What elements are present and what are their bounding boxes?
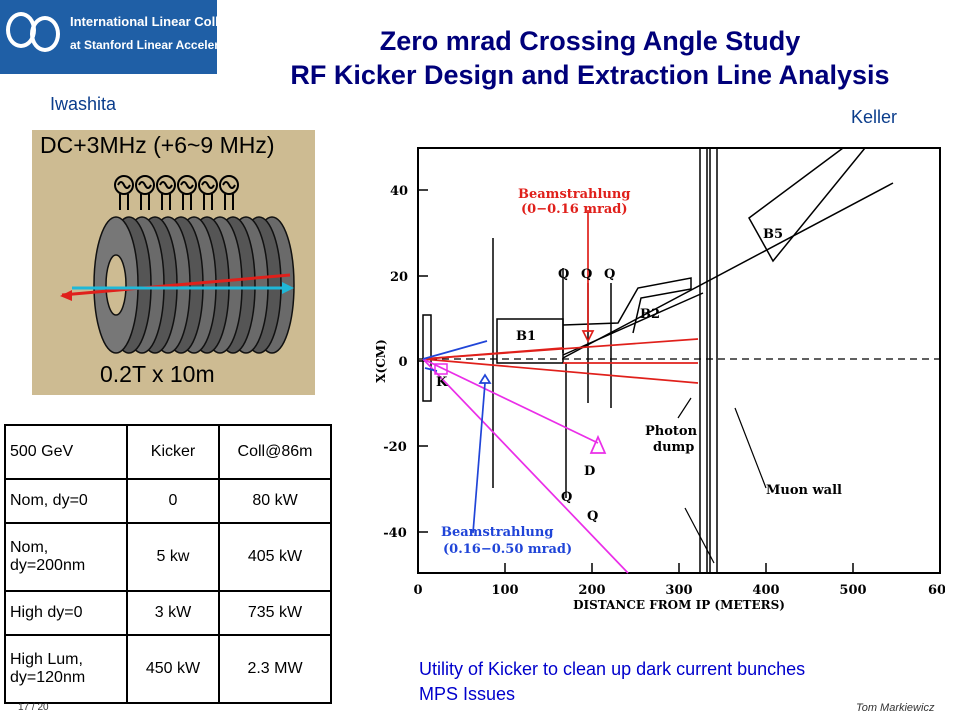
table-row: High dy=0 3 kW 735 kW [4, 590, 332, 636]
beamstrahlung-core-label-2: (0−0.16 mrad) [521, 202, 628, 217]
quad-label-5: Q [587, 509, 598, 524]
footer-author: Tom Markiewicz [856, 702, 935, 714]
dipole-d-label: D [584, 464, 595, 479]
y-tick-neg40: -40 [383, 526, 407, 541]
table-cell: High dy=0 [4, 590, 128, 636]
beamstrahlung-core-label-1: Beamstrahlung [518, 187, 630, 202]
author-left: Iwashita [50, 94, 117, 114]
beamstrahlung-halo-label-1: Beamstrahlung [441, 525, 553, 540]
muon-pointer [734, 407, 767, 489]
photon-label-2: dump [653, 440, 694, 455]
quad-label-4: Q [561, 490, 572, 505]
table-header-cell: 500 GeV [4, 424, 128, 480]
table-row: High Lum, dy=120nm 450 kW 2.3 MW [4, 634, 332, 704]
extraction-line-plot: 40 20 0 -20 -40 0 100 200 300 400 500 60… [374, 147, 945, 612]
x-tick-100: 100 [491, 583, 518, 598]
blue-arrows [422, 340, 492, 534]
logo-e-ring-2 [30, 16, 60, 52]
y-tick-40: 40 [390, 184, 408, 199]
table-cell: 5 kw [126, 522, 220, 592]
table-cell: 2.3 MW [218, 634, 332, 704]
magnet-caption-top: DC+3MHz (+6~9 MHz) [40, 132, 275, 158]
author-right: Keller [851, 107, 898, 127]
x-tick-200: 200 [578, 583, 605, 598]
logo-line-2: at Stanford Linear Accelerator Center [70, 38, 283, 52]
y-tick-0: 0 [398, 355, 407, 370]
table-row: Nom, dy=0 0 80 kW [4, 478, 332, 524]
table-cell: Nom, dy=200nm [4, 522, 128, 592]
table-cell: 405 kW [218, 522, 332, 592]
kicker-k-label: K [436, 375, 448, 390]
x-tick-500: 500 [839, 583, 866, 598]
table-cell: 735 kW [218, 590, 332, 636]
footer-note-line-2: MPS Issues [419, 684, 516, 704]
kicker-power-table: 500 GeV Kicker Coll@86m Nom, dy=0 0 80 k… [4, 424, 332, 704]
table-row: Nom, dy=200nm 5 kw 405 kW [4, 522, 332, 592]
quad-label-1: Q [558, 267, 569, 282]
quad-label-3: Q [604, 267, 615, 282]
x-tick-600: 60 [928, 583, 945, 598]
ilc-logo: International Linear Collider at Stanfor… [0, 0, 283, 74]
beamline-elements [422, 147, 894, 574]
slide-title-line-1: Zero mrad Crossing Angle Study [379, 26, 801, 56]
x-tick-300: 300 [665, 583, 692, 598]
page-number: 17 / 20 [18, 702, 49, 713]
quad-label-2: Q [581, 267, 592, 282]
photon-pointer [684, 507, 715, 564]
magnet-b1-label: B1 [516, 329, 536, 344]
table-cell: 80 kW [218, 478, 332, 524]
table-cell: 0 [126, 478, 220, 524]
table-cell: 3 kW [126, 590, 220, 636]
x-tick-0: 0 [413, 583, 422, 598]
x-axis-label: DISTANCE FROM IP (METERS) [573, 598, 785, 612]
muon-wall-label: Muon wall [766, 483, 842, 498]
kicker-marker [434, 363, 448, 375]
magnet-b5-label: B5 [763, 227, 783, 242]
photon-dump-pointer [677, 397, 692, 419]
table-cell: 450 kW [126, 634, 220, 704]
kicker-magnet-drawing [60, 175, 295, 354]
table-header-cell: Kicker [126, 424, 220, 480]
y-tick-20: 20 [390, 270, 408, 285]
kicker-magnet-image: DC+3MHz (+6~9 MHz) [32, 130, 315, 395]
table-cell: Nom, dy=0 [4, 478, 128, 524]
table-header-row: 500 GeV Kicker Coll@86m [4, 424, 332, 480]
table-header-cell: Coll@86m [218, 424, 332, 480]
magnet-b2-label: B2 [640, 307, 660, 322]
x-tick-400: 400 [752, 583, 779, 598]
photon-label-1: Photon [645, 424, 698, 439]
logo-line-1: International Linear Collider [70, 14, 243, 29]
footer-note-line-1: Utility of Kicker to clean up dark curre… [419, 659, 806, 679]
y-tick-neg20: -20 [383, 440, 407, 455]
beamstrahlung-halo-label-2: (0.16−0.50 mrad) [443, 542, 572, 557]
magnet-caption-bottom: 0.2T x 10m [100, 361, 215, 387]
slide-title-line-2: RF Kicker Design and Extraction Line Ana… [290, 60, 890, 90]
beamstrahlung-halo [422, 358, 629, 574]
y-axis-label: X(CM) [374, 339, 388, 383]
beamstrahlung-core [422, 210, 699, 384]
table-cell: High Lum, dy=120nm [4, 634, 128, 704]
